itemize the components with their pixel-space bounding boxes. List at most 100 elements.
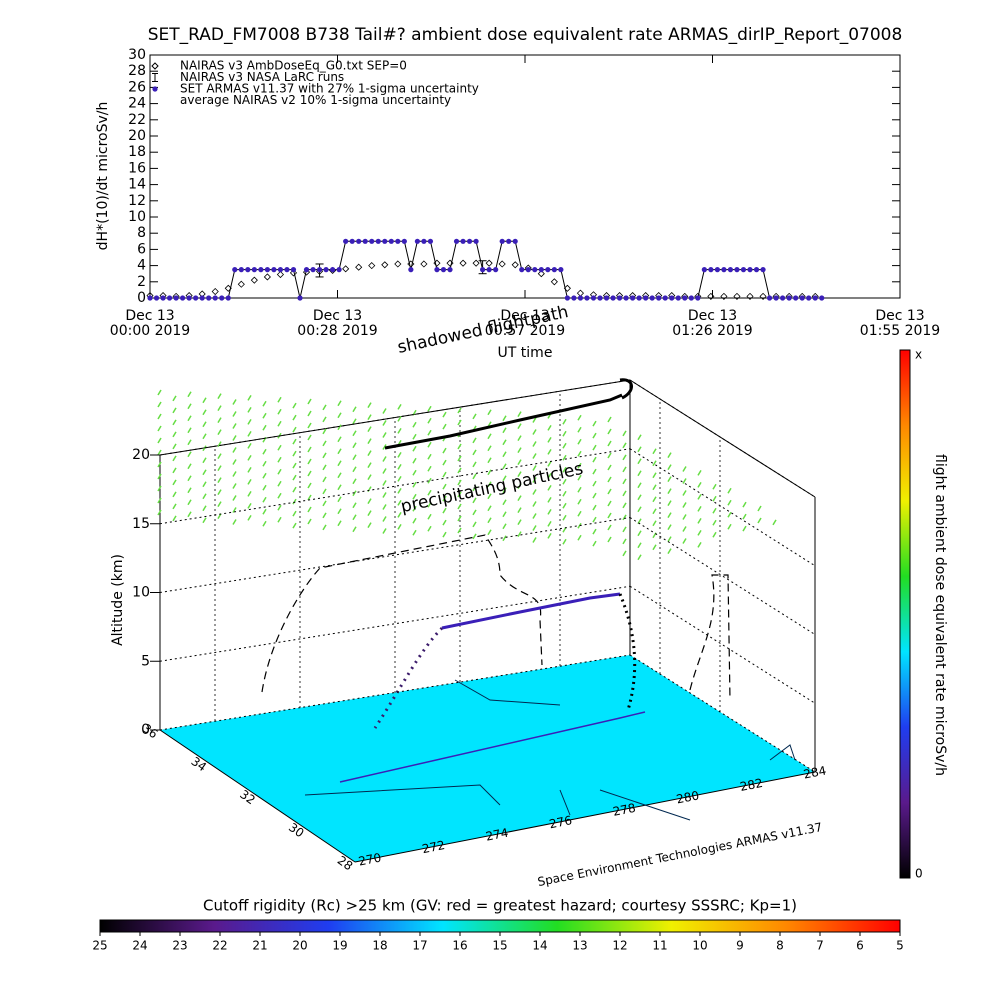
dot-marker bbox=[695, 295, 701, 301]
particle bbox=[472, 413, 477, 420]
particle bbox=[277, 516, 282, 523]
diamond-marker bbox=[459, 259, 467, 267]
particle bbox=[637, 446, 642, 453]
dot-marker bbox=[773, 295, 779, 301]
particle bbox=[517, 435, 522, 441]
particle bbox=[307, 482, 312, 489]
particle bbox=[727, 487, 732, 494]
particle bbox=[487, 433, 492, 440]
grid-line bbox=[629, 379, 816, 498]
particle bbox=[337, 460, 342, 467]
dot-marker bbox=[610, 295, 616, 301]
particle bbox=[637, 506, 642, 513]
particle bbox=[292, 474, 297, 481]
particle bbox=[607, 488, 612, 495]
dot-marker bbox=[564, 295, 570, 301]
particle bbox=[202, 421, 207, 428]
dot-marker bbox=[532, 267, 538, 273]
z-tick-label: 15 bbox=[132, 516, 150, 532]
particle bbox=[157, 401, 162, 408]
grid-line bbox=[159, 517, 631, 593]
dot-marker bbox=[682, 295, 688, 301]
particle bbox=[157, 497, 162, 504]
colorbar-tick-label: 10 bbox=[692, 939, 707, 953]
particle bbox=[202, 469, 207, 476]
dot-marker bbox=[180, 295, 186, 301]
dot-marker bbox=[675, 295, 681, 301]
particle bbox=[247, 407, 252, 413]
z-axis-label: Altitude (km) bbox=[110, 554, 126, 646]
particle bbox=[232, 435, 237, 441]
particle bbox=[682, 490, 687, 496]
colorbar-tick-label: 21 bbox=[252, 939, 267, 953]
dot-marker bbox=[264, 267, 270, 273]
y-axis-label: dH*(10)/dt microSv/h bbox=[95, 102, 111, 251]
particle bbox=[667, 464, 672, 470]
particle bbox=[397, 476, 402, 482]
particle bbox=[247, 419, 252, 425]
colorbar-tick-label: 9 bbox=[736, 939, 744, 953]
colorbar-end-label: x bbox=[915, 348, 922, 362]
particle bbox=[637, 458, 642, 465]
particle bbox=[262, 448, 267, 455]
grid-line bbox=[159, 448, 631, 525]
particle bbox=[592, 432, 597, 439]
particle bbox=[337, 496, 342, 503]
particle bbox=[157, 413, 162, 420]
diamond-marker bbox=[250, 276, 258, 284]
particle bbox=[607, 428, 612, 435]
particle bbox=[277, 420, 282, 427]
colorbar-tick-label: 19 bbox=[332, 939, 347, 953]
dot-marker bbox=[336, 267, 342, 273]
dot-marker bbox=[656, 295, 662, 301]
particle bbox=[352, 430, 357, 437]
particle bbox=[457, 443, 462, 450]
particle bbox=[457, 503, 462, 510]
particle bbox=[187, 499, 192, 506]
particle bbox=[682, 538, 687, 544]
particle bbox=[472, 473, 477, 480]
x-tick-label: 00:57 2019 bbox=[485, 323, 565, 339]
particle bbox=[517, 495, 522, 501]
x-axis-label: UT time bbox=[498, 345, 553, 361]
particle bbox=[427, 489, 432, 496]
particle bbox=[667, 548, 672, 554]
particle bbox=[322, 512, 327, 519]
colorbar-tick-label: 16 bbox=[452, 939, 467, 953]
particle bbox=[472, 521, 477, 528]
particle bbox=[547, 497, 552, 503]
particle bbox=[697, 482, 702, 488]
legend-label: NAIRAS v3 AmbDoseEq_G0.txt SEP=0 bbox=[180, 59, 407, 73]
particle bbox=[427, 501, 432, 508]
particle bbox=[202, 409, 207, 416]
dot-marker bbox=[480, 267, 486, 273]
particle bbox=[172, 515, 177, 522]
particle bbox=[427, 525, 432, 532]
x-tick-label: 274 bbox=[484, 826, 509, 844]
particle bbox=[532, 489, 537, 495]
dot-marker bbox=[427, 238, 434, 244]
particle bbox=[382, 504, 387, 510]
particle bbox=[367, 402, 372, 408]
particle bbox=[487, 409, 492, 416]
y-tick-label: 30 bbox=[128, 47, 146, 63]
particle bbox=[727, 523, 732, 530]
colorbar-tick-label: 11 bbox=[652, 939, 667, 953]
x-tick-label: Dec 13 bbox=[688, 308, 737, 324]
dot-marker bbox=[636, 295, 642, 301]
particle bbox=[202, 493, 207, 500]
particle bbox=[577, 474, 582, 481]
particle bbox=[592, 444, 597, 451]
dot-marker bbox=[493, 267, 499, 273]
dot-marker bbox=[349, 238, 355, 244]
dot-marker bbox=[538, 267, 544, 273]
series-line bbox=[150, 240, 822, 299]
z-tick-label: 0 bbox=[141, 722, 150, 738]
particle bbox=[262, 460, 267, 467]
particle bbox=[277, 480, 282, 487]
particle bbox=[427, 477, 432, 484]
particle bbox=[187, 439, 192, 446]
dot-marker bbox=[571, 295, 577, 301]
particle bbox=[742, 525, 747, 532]
